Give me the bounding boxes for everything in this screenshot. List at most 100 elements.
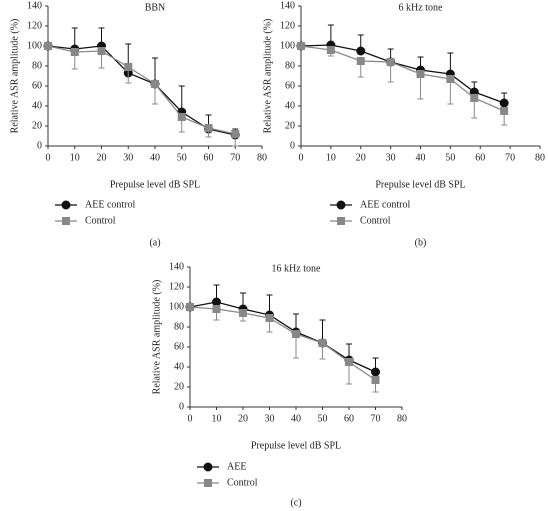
x-tick-label: 20 <box>238 413 248 424</box>
x-tick-label: 10 <box>212 413 222 424</box>
marker <box>204 124 213 132</box>
series-line <box>300 44 505 104</box>
x-tick-label: 30 <box>265 413 275 424</box>
x-tick-label: 60 <box>344 413 354 424</box>
legend-label: AEE control <box>360 199 410 210</box>
marker <box>500 107 509 115</box>
y-axis-label: Relative ASR amplitude (%) <box>9 19 20 134</box>
marker <box>326 46 335 54</box>
marker <box>446 75 455 83</box>
y-tick-label: 60 <box>174 341 184 352</box>
marker <box>371 376 380 384</box>
marker <box>416 70 425 78</box>
marker <box>239 309 247 317</box>
series-line <box>189 306 376 381</box>
x-axis-label: Prepulse level dB SPL <box>110 179 200 190</box>
y-tick-label: 120 <box>280 20 295 31</box>
panel-label: (c) <box>290 497 301 508</box>
y-tick-label: 0 <box>290 140 295 151</box>
y-tick-label: 20 <box>32 120 42 131</box>
marker <box>499 98 509 108</box>
marker <box>297 42 305 50</box>
y-tick-label: 80 <box>32 60 42 71</box>
y-tick-label: 40 <box>285 100 295 111</box>
x-tick-label: 60 <box>204 152 214 163</box>
chart-title: 6 kHz tone <box>399 2 443 13</box>
panel-label: (b) <box>415 237 427 248</box>
legend-label: AEE <box>227 461 246 472</box>
marker <box>212 305 221 313</box>
marker <box>231 130 240 138</box>
y-tick-label: 0 <box>179 401 184 412</box>
x-tick-label: 80 <box>535 152 545 163</box>
y-tick-label: 60 <box>32 80 42 91</box>
x-tick-label: 0 <box>188 413 193 424</box>
marker <box>265 314 274 322</box>
x-tick-label: 40 <box>150 152 160 163</box>
marker <box>386 58 395 66</box>
y-tick-label: 20 <box>285 120 295 131</box>
marker <box>70 48 79 56</box>
marker <box>356 57 365 65</box>
x-tick-label: 40 <box>291 413 301 424</box>
y-tick-label: 140 <box>169 261 184 272</box>
y-tick-label: 40 <box>174 361 184 372</box>
x-tick-label: 70 <box>371 413 381 424</box>
y-tick-label: 100 <box>27 40 42 51</box>
y-tick-label: 140 <box>27 0 42 11</box>
marker <box>177 113 186 121</box>
legend-marker <box>203 462 213 472</box>
y-axis-label: Relative ASR amplitude (%) <box>151 280 162 395</box>
x-tick-label: 0 <box>299 152 304 163</box>
legend-marker <box>61 200 71 210</box>
y-tick-label: 80 <box>285 60 295 71</box>
legend-label: Control <box>227 477 258 488</box>
y-tick-label: 100 <box>169 301 184 312</box>
x-tick-label: 70 <box>230 152 240 163</box>
marker <box>44 42 52 50</box>
y-tick-label: 140 <box>280 0 295 11</box>
marker <box>97 47 106 55</box>
x-tick-label: 30 <box>123 152 133 163</box>
legend-marker <box>62 217 70 225</box>
y-tick-label: 60 <box>285 80 295 91</box>
series-line <box>47 45 236 136</box>
marker <box>318 339 327 347</box>
legend-marker <box>337 217 345 225</box>
x-tick-label: 50 <box>318 413 328 424</box>
x-tick-label: 10 <box>70 152 80 163</box>
series-line <box>189 301 376 373</box>
series-line <box>47 45 236 135</box>
x-tick-label: 80 <box>257 152 267 163</box>
x-tick-label: 10 <box>326 152 336 163</box>
marker <box>345 358 353 366</box>
marker <box>356 46 366 56</box>
y-tick-label: 0 <box>37 140 42 151</box>
legend-label: AEE control <box>85 199 135 210</box>
chart-title: 16 kHz tone <box>272 263 321 274</box>
legend-marker <box>204 479 212 487</box>
x-tick-label: 40 <box>416 152 426 163</box>
legend-label: Control <box>360 215 391 226</box>
x-axis-label: Prepulse level dB SPL <box>375 179 465 190</box>
x-tick-label: 50 <box>177 152 187 163</box>
y-tick-label: 40 <box>32 100 42 111</box>
y-tick-label: 80 <box>174 321 184 332</box>
marker <box>470 94 479 102</box>
marker <box>124 63 133 71</box>
y-tick-label: 20 <box>174 381 184 392</box>
y-tick-label: 100 <box>280 40 295 51</box>
x-axis-label: Prepulse level dB SPL <box>251 440 341 451</box>
marker <box>186 303 194 311</box>
x-tick-label: 20 <box>356 152 366 163</box>
x-tick-label: 20 <box>97 152 107 163</box>
y-axis-label: Relative ASR amplitude (%) <box>262 19 273 134</box>
y-tick-label: 120 <box>169 281 184 292</box>
chart-title: BBN <box>145 2 166 13</box>
marker <box>292 330 300 338</box>
x-tick-label: 0 <box>46 152 51 163</box>
x-tick-label: 70 <box>505 152 515 163</box>
panel-label: (a) <box>149 237 160 248</box>
marker <box>371 367 380 377</box>
